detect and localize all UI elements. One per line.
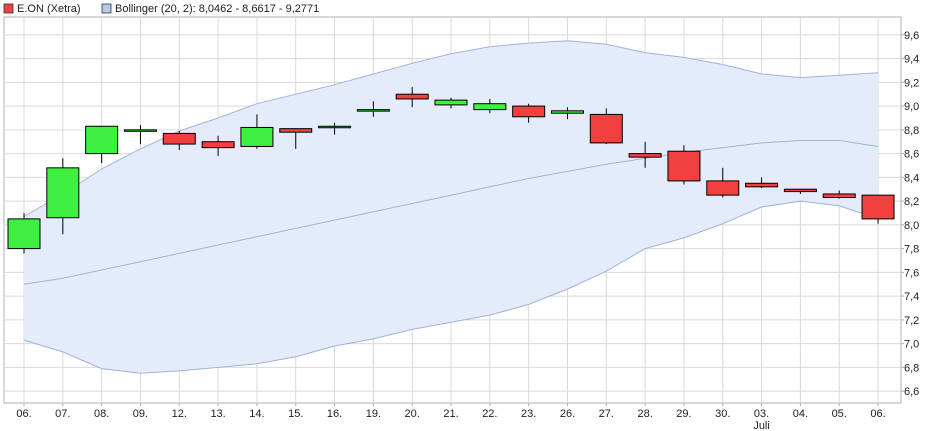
candle xyxy=(7,212,41,254)
candle xyxy=(240,114,274,149)
candle xyxy=(861,194,895,224)
y-tick-label: 8,0 xyxy=(904,220,919,232)
y-tick-label: 7,4 xyxy=(904,291,919,303)
x-tick-label: 05. xyxy=(832,408,847,420)
candle xyxy=(46,158,80,235)
bollinger-area xyxy=(24,40,878,374)
x-tick-label: 13. xyxy=(210,408,225,420)
y-axis: 6,6 6,8 7,0 7,2 7,4 7,6 7,8 8,0 8,2 8,4 8,6 8,8 9,0 9… xyxy=(901,30,919,398)
x-tick-label: 09. xyxy=(133,408,148,420)
candle xyxy=(628,141,662,168)
candle-body xyxy=(240,126,274,147)
y-tick-label: 6,8 xyxy=(904,362,919,374)
candle-body xyxy=(783,188,817,193)
candle xyxy=(201,135,235,156)
x-axis: 06. 07. 08. 09. 12. 13. 14. 15. 16. 19. 20. 21. 22. 2… xyxy=(16,403,886,431)
candle-body xyxy=(706,180,740,196)
x-tick-label: 14. xyxy=(249,408,264,420)
candle xyxy=(667,145,701,185)
y-tick-label: 8,2 xyxy=(904,196,919,208)
x-tick-label: 15. xyxy=(288,408,303,420)
legend-swatch-eon xyxy=(3,3,14,14)
candle-body xyxy=(279,128,313,133)
candle-body xyxy=(861,194,895,220)
candle-body xyxy=(395,93,429,100)
legend: E.ON (Xetra) Bollinger (20, 2): 8,0462 -… xyxy=(3,3,319,15)
y-tick-label: 7,6 xyxy=(904,267,919,279)
candle-body xyxy=(46,167,80,219)
candle-body xyxy=(356,109,390,112)
y-tick-label: 9,2 xyxy=(904,77,919,89)
candle-body xyxy=(201,141,235,149)
x-tick-label: 04. xyxy=(793,408,808,420)
x-tick-label: 26. xyxy=(560,408,575,420)
legend-label-bollinger: Bollinger (20, 2): 8,0462 - 8,6617 - 9,2… xyxy=(115,3,319,15)
y-tick-label: 9,6 xyxy=(904,30,919,42)
candle-body xyxy=(667,150,701,182)
candle xyxy=(706,167,740,198)
candle-body xyxy=(628,153,662,158)
candle xyxy=(279,128,313,149)
x-tick-label: 03. xyxy=(754,408,769,420)
candle xyxy=(512,103,546,123)
x-tick-label: 29. xyxy=(676,408,691,420)
y-tick-label: 8,6 xyxy=(904,149,919,161)
candle xyxy=(162,131,196,151)
candle xyxy=(783,188,817,194)
legend-swatch-bollinger xyxy=(101,3,112,14)
candle-body xyxy=(550,110,584,114)
bollinger-middle-line xyxy=(23,140,879,285)
candle xyxy=(550,107,584,120)
candle xyxy=(85,125,119,164)
candle xyxy=(745,177,779,189)
candle-body xyxy=(162,132,196,145)
x-tick-label: 06. xyxy=(870,408,885,420)
candle-body xyxy=(123,129,157,132)
candle-body xyxy=(85,125,119,155)
x-tick-label: 22. xyxy=(482,408,497,420)
x-tick-label: 28. xyxy=(637,408,652,420)
candle xyxy=(473,98,507,114)
candle-body xyxy=(318,125,352,129)
x-tick-label: 12. xyxy=(172,408,187,420)
y-tick-label: 9,0 xyxy=(904,101,919,113)
y-tick-label: 7,8 xyxy=(904,244,919,256)
y-tick-label: 7,0 xyxy=(904,339,919,351)
x-month-label: Juli xyxy=(753,420,770,431)
legend-label-eon: E.ON (Xetra) xyxy=(17,3,81,15)
candle xyxy=(123,125,157,145)
bollinger-lower-line xyxy=(23,200,879,374)
candle-body xyxy=(512,105,546,118)
candle xyxy=(395,87,429,108)
x-tick-label: 30. xyxy=(715,408,730,420)
candle xyxy=(318,122,352,135)
candle-body xyxy=(473,103,507,111)
y-tick-label: 8,4 xyxy=(904,172,919,184)
y-tick-label: 8,8 xyxy=(904,125,919,137)
candles xyxy=(7,87,895,254)
candle-body xyxy=(745,182,779,188)
candle xyxy=(822,190,856,199)
candle xyxy=(434,97,468,109)
candle-body xyxy=(434,99,468,106)
x-tick-label: 07. xyxy=(55,408,70,420)
x-tick-label: 27. xyxy=(599,408,614,420)
x-tick-label: 23. xyxy=(521,408,536,420)
y-tick-label: 6,6 xyxy=(904,386,919,398)
candle xyxy=(589,108,623,145)
candle xyxy=(356,101,390,117)
x-tick-label: 20. xyxy=(405,408,420,420)
x-tick-label: 16. xyxy=(327,408,342,420)
x-tick-label: 08. xyxy=(94,408,109,420)
x-tick-label: 06. xyxy=(16,408,31,420)
candle-body xyxy=(589,113,623,144)
candle-body xyxy=(7,218,41,250)
x-tick-label: 19. xyxy=(366,408,381,420)
x-tick-label: 21. xyxy=(443,408,458,420)
y-tick-label: 7,2 xyxy=(904,315,919,327)
candle-body xyxy=(822,193,856,199)
y-tick-label: 9,4 xyxy=(904,54,919,66)
